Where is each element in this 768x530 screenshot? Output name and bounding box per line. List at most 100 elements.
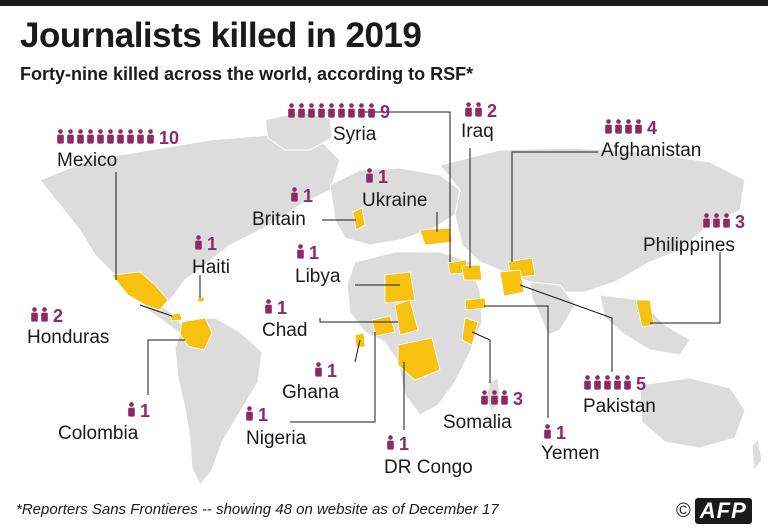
person-icons-chad bbox=[264, 298, 273, 319]
person-icon bbox=[367, 102, 376, 123]
person-icon bbox=[583, 374, 592, 395]
afp-logo: AFP bbox=[694, 498, 752, 524]
victims-ukraine: 1 bbox=[365, 167, 388, 188]
india-landmass bbox=[529, 281, 576, 336]
person-icon bbox=[604, 118, 613, 139]
haiti-shape bbox=[197, 296, 205, 303]
country-name-haiti: Haiti bbox=[192, 257, 231, 278]
person-icons-syria bbox=[287, 102, 376, 123]
victims-honduras: 2 bbox=[30, 306, 63, 327]
footnote: *Reporters Sans Frontieres -- showing 48… bbox=[16, 501, 499, 518]
person-icon bbox=[386, 434, 395, 455]
country-name-pakistan: Pakistan bbox=[583, 396, 656, 417]
victims-philippines: 3 bbox=[702, 212, 745, 233]
count-syria: 9 bbox=[380, 102, 391, 122]
leader-ghana bbox=[354, 339, 361, 363]
count-britain: 1 bbox=[303, 186, 314, 206]
person-icon bbox=[314, 361, 323, 382]
count-mexico: 10 bbox=[159, 128, 180, 148]
victims-syria: 9 bbox=[287, 102, 390, 123]
country-name-colombia: Colombia bbox=[58, 423, 139, 444]
north-america-landmass bbox=[39, 134, 341, 311]
person-icons-honduras bbox=[30, 306, 49, 327]
count-philippines: 3 bbox=[735, 212, 746, 232]
person-icon bbox=[297, 102, 306, 123]
person-icon bbox=[614, 118, 623, 139]
britain-shape bbox=[352, 207, 366, 231]
person-icon bbox=[126, 128, 135, 149]
person-icons-nigeria bbox=[245, 405, 254, 426]
dr-congo-shape bbox=[397, 337, 441, 381]
count-colombia: 1 bbox=[140, 401, 151, 421]
leader-yemen bbox=[484, 305, 549, 418]
libya-shape bbox=[384, 271, 416, 304]
victims-somalia: 3 bbox=[480, 389, 523, 410]
victims-iraq: 2 bbox=[464, 101, 497, 122]
count-haiti: 1 bbox=[207, 234, 218, 254]
top-bar bbox=[0, 0, 768, 6]
person-icons-haiti bbox=[194, 234, 203, 255]
country-name-ukraine: Ukraine bbox=[362, 190, 428, 211]
person-icon bbox=[480, 389, 489, 410]
person-icons-mexico bbox=[56, 128, 155, 149]
person-icon bbox=[264, 298, 273, 319]
somalia-shape bbox=[461, 317, 479, 346]
country-name-mexico: Mexico bbox=[57, 150, 118, 171]
country-name-yemen: Yemen bbox=[541, 443, 600, 464]
person-icon bbox=[623, 374, 632, 395]
person-icons-yemen bbox=[543, 423, 552, 444]
person-icons-dr-congo bbox=[386, 434, 395, 455]
person-icon bbox=[30, 306, 39, 327]
country-name-chad: Chad bbox=[262, 320, 308, 341]
victims-pakistan: 5 bbox=[583, 374, 646, 395]
count-nigeria: 1 bbox=[258, 405, 269, 425]
count-ghana: 1 bbox=[327, 361, 338, 381]
person-icon bbox=[86, 128, 95, 149]
country-name-somalia: Somalia bbox=[443, 412, 512, 433]
leader-colombia bbox=[147, 339, 185, 395]
count-honduras: 2 bbox=[53, 306, 64, 326]
person-icon bbox=[116, 128, 125, 149]
victims-libya: 1 bbox=[296, 243, 319, 264]
victims-nigeria: 1 bbox=[245, 405, 268, 426]
country-name-syria: Syria bbox=[333, 124, 377, 145]
person-icon bbox=[245, 405, 254, 426]
country-name-philippines: Philippines bbox=[643, 235, 735, 256]
leader-syria bbox=[360, 111, 451, 262]
nigeria-shape bbox=[371, 315, 396, 337]
leader-somalia bbox=[471, 331, 491, 383]
person-icon bbox=[146, 128, 155, 149]
person-icon bbox=[127, 401, 136, 422]
count-libya: 1 bbox=[309, 243, 320, 263]
africa-landmass bbox=[346, 251, 483, 416]
country-name-ghana: Ghana bbox=[282, 382, 340, 403]
count-ukraine: 1 bbox=[378, 167, 389, 187]
greenland-landmass bbox=[264, 111, 333, 151]
honduras-shape bbox=[169, 312, 183, 322]
person-icon bbox=[307, 102, 316, 123]
person-icon bbox=[337, 102, 346, 123]
person-icons-britain bbox=[290, 186, 299, 207]
philippines-shape bbox=[635, 299, 655, 328]
person-icons-colombia bbox=[127, 401, 136, 422]
victims-colombia: 1 bbox=[127, 401, 150, 422]
yemen-shape bbox=[464, 297, 487, 311]
person-icon bbox=[490, 389, 499, 410]
country-name-honduras: Honduras bbox=[27, 327, 110, 348]
person-icon bbox=[76, 128, 85, 149]
person-icon bbox=[634, 118, 643, 139]
iraq-shape bbox=[461, 264, 483, 281]
country-name-nigeria: Nigeria bbox=[246, 428, 307, 449]
ukraine-shape bbox=[419, 227, 453, 246]
count-chad: 1 bbox=[277, 298, 288, 318]
count-somalia: 3 bbox=[513, 389, 524, 409]
country-name-afghanistan: Afghanistan bbox=[601, 140, 702, 161]
person-icon bbox=[613, 374, 622, 395]
count-iraq: 2 bbox=[487, 101, 498, 121]
person-icon bbox=[136, 128, 145, 149]
page-subtitle: Forty-nine killed across the world, acco… bbox=[20, 64, 474, 84]
person-icon bbox=[624, 118, 633, 139]
person-icons-philippines bbox=[702, 212, 731, 233]
person-icon bbox=[40, 306, 49, 327]
person-icons-ukraine bbox=[365, 167, 374, 188]
